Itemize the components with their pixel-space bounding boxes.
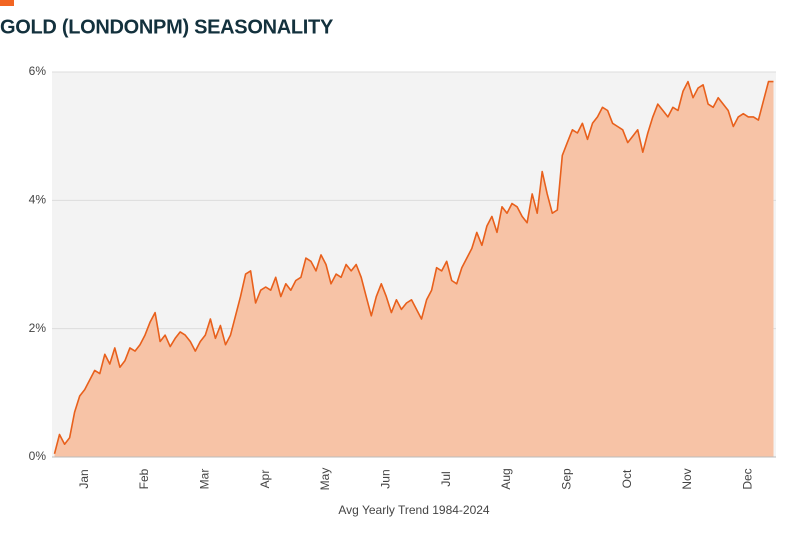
x-tick-label: Oct xyxy=(620,469,634,488)
x-tick-label: Sep xyxy=(560,468,574,490)
x-tick-label: Aug xyxy=(499,468,513,489)
x-axis-label: Avg Yearly Trend 1984-2024 xyxy=(338,503,490,517)
x-tick-label: Jan xyxy=(77,469,91,488)
y-tick-label: 0% xyxy=(29,449,47,463)
x-tick-label: Jun xyxy=(379,469,393,488)
x-tick-label: Apr xyxy=(258,470,272,489)
x-tick-label: Nov xyxy=(680,468,694,489)
y-tick-label: 4% xyxy=(29,193,47,207)
x-tick-label: Mar xyxy=(198,469,212,490)
brand-mark xyxy=(0,0,14,6)
y-tick-label: 2% xyxy=(29,321,47,335)
x-tick-label: May xyxy=(318,468,332,491)
x-tick-label: Jul xyxy=(439,471,453,486)
area xyxy=(54,81,774,457)
y-tick-label: 6% xyxy=(29,64,47,78)
x-tick-label: Feb xyxy=(137,468,151,489)
x-tick-label: Dec xyxy=(741,468,755,489)
chart-title: GOLD (LONDONPM) SEASONALITY xyxy=(0,16,334,38)
line xyxy=(53,80,774,455)
